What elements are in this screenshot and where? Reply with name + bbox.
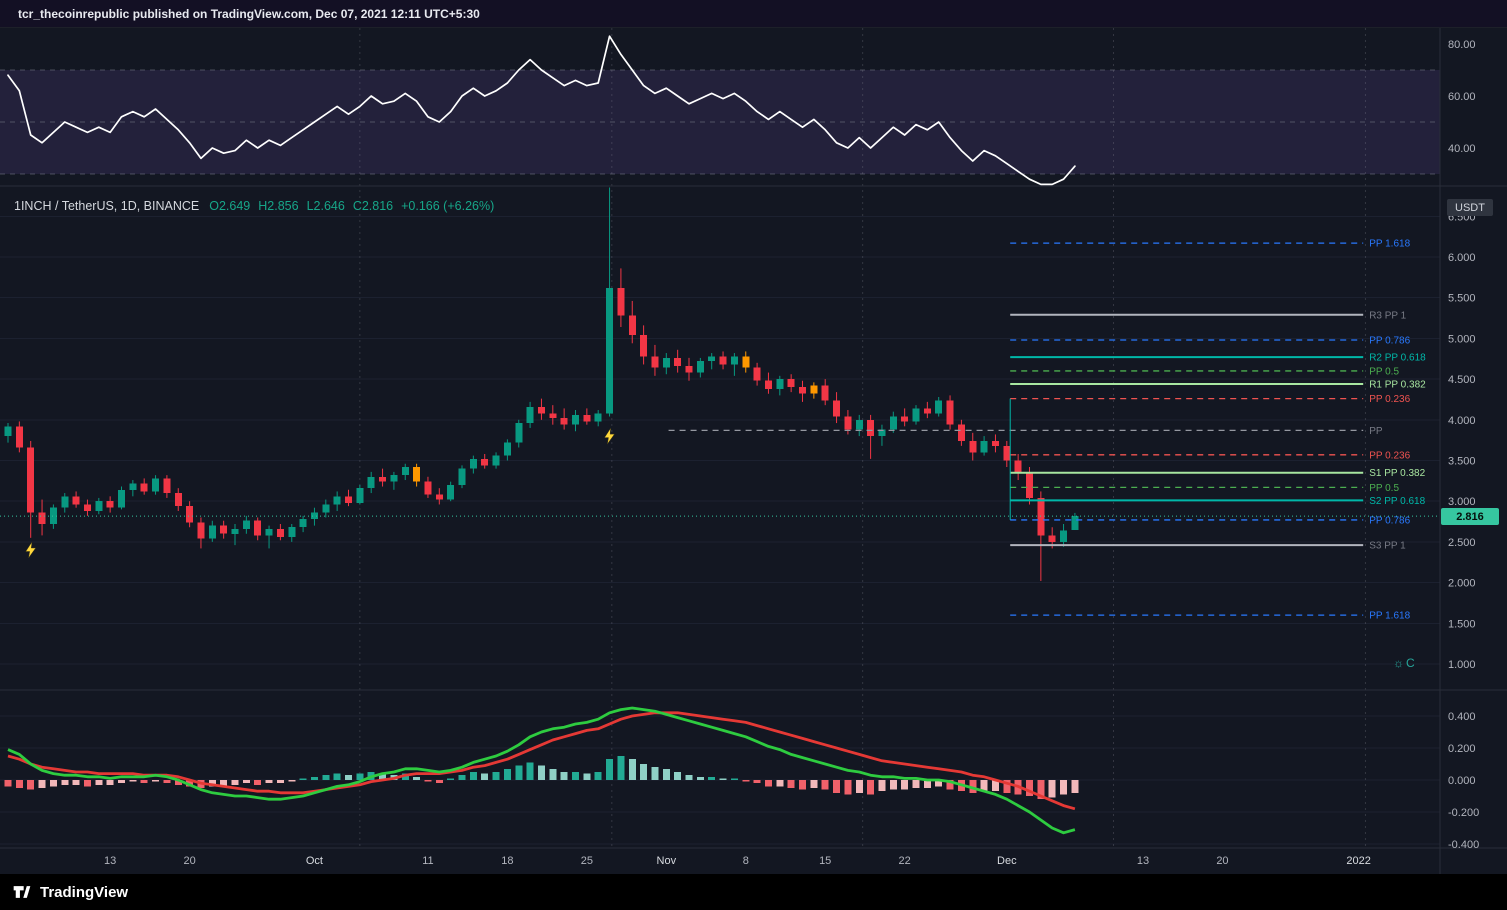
svg-text:25: 25 [581,855,593,867]
footer-bar: TradingView [0,874,1507,910]
open-value: O2.649 [209,199,251,213]
svg-text:11: 11 [422,855,433,867]
tradingview-logo-icon[interactable] [12,882,32,902]
svg-text:3.500: 3.500 [1448,456,1476,468]
svg-text:2.000: 2.000 [1448,578,1476,590]
svg-text:60.00: 60.00 [1448,91,1476,103]
svg-text:-0.400: -0.400 [1448,839,1479,851]
svg-text:Dec: Dec [997,855,1017,867]
svg-text:PP 1.618: PP 1.618 [1369,611,1410,622]
svg-text:Nov: Nov [657,855,677,867]
svg-text:S1 PP 0.382: S1 PP 0.382 [1369,468,1425,479]
svg-text:5.000: 5.000 [1448,333,1476,345]
svg-text:4.000: 4.000 [1448,415,1476,427]
last-price-badge: 2.816 [1441,508,1499,525]
tradingview-logo-text[interactable]: TradingView [40,883,129,901]
svg-text:18: 18 [501,855,513,867]
change-value: +0.166 (+6.26%) [401,199,495,213]
svg-text:13: 13 [104,855,116,867]
svg-text:PP 0.5: PP 0.5 [1369,483,1399,494]
svg-text:20: 20 [1216,855,1228,867]
publish-info: published on TradingView.com, Dec 07, 20… [129,6,480,21]
svg-text:22: 22 [899,855,911,867]
publish-topbar: tcr_thecoinrepublic published on Trading… [0,0,1507,28]
rsi-line [7,35,1076,186]
svg-text:20: 20 [183,855,195,867]
candlestick-series [4,187,1079,581]
svg-text:PP 0.236: PP 0.236 [1369,450,1410,461]
svg-text:1.000: 1.000 [1448,659,1476,671]
svg-text:PP 0.5: PP 0.5 [1369,366,1399,377]
lightning-icon [25,541,37,559]
pivot-levels: PP 1.618 R3 PP 1 PP 0.786 R2 PP 0.618 PP 0.5… [668,239,1426,622]
macd-lines [7,706,1076,835]
pane-separators [0,28,1507,874]
macd-slow-line [7,711,1076,811]
svg-text:Oct: Oct [306,855,323,867]
svg-text:0.000: 0.000 [1448,775,1476,787]
pane-corner-icon[interactable]: ☼C [1393,656,1417,670]
symbol-title: 1INCH / TetherUS, 1D, BINANCE [14,199,200,213]
svg-text:15: 15 [819,855,831,867]
svg-text:1.500: 1.500 [1448,618,1476,630]
svg-text:PP 0.236: PP 0.236 [1369,394,1410,405]
lightning-icon [604,427,615,445]
lightning-markers [25,427,615,559]
svg-text:PP 0.786: PP 0.786 [1369,515,1410,526]
svg-text:3.000: 3.000 [1448,496,1476,508]
currency-badge: USDT [1447,199,1493,216]
macd-fast-line [7,706,1076,835]
svg-text:PP: PP [1369,426,1383,437]
svg-text:2022: 2022 [1346,855,1370,867]
svg-text:R1 PP 0.382: R1 PP 0.382 [1369,379,1426,390]
macd-histogram [4,756,1079,800]
svg-text:5.500: 5.500 [1448,293,1476,305]
svg-text:13: 13 [1137,855,1149,867]
chart-plot[interactable]: PP 1.618 R3 PP 1 PP 0.786 R2 PP 0.618 PP 0.5… [0,0,1507,874]
svg-text:8: 8 [743,855,749,867]
svg-text:40.00: 40.00 [1448,143,1476,155]
author-name: tcr_thecoinrepublic [18,6,130,21]
svg-text:S2 PP 0.618: S2 PP 0.618 [1369,496,1425,507]
svg-text:R2 PP 0.618: R2 PP 0.618 [1369,353,1426,364]
svg-text:6.000: 6.000 [1448,252,1476,264]
svg-text:-0.200: -0.200 [1448,807,1479,819]
svg-text:0.400: 0.400 [1448,711,1476,723]
svg-text:PP 0.786: PP 0.786 [1369,336,1410,347]
svg-text:R3 PP 1: R3 PP 1 [1369,310,1406,321]
high-value: H2.856 [258,199,299,213]
close-value: C2.816 [352,199,394,213]
symbol-legend: 1INCH / TetherUS, 1D, BINANCE O2.649 H2.85… [14,199,502,213]
svg-text:PP 1.618: PP 1.618 [1369,239,1410,250]
svg-text:4.500: 4.500 [1448,374,1476,386]
svg-text:2.500: 2.500 [1448,537,1476,549]
svg-text:80.00: 80.00 [1448,39,1476,51]
low-value: L2.646 [306,199,345,213]
time-axis[interactable]: 13 20 Oct 11 18 25 Nov 8 15 22 Dec 13 20 2022 [104,855,1371,867]
price-axis[interactable]: 6.5006.0005.5005.0004.5004.0003.5003.000… [1448,39,1479,851]
svg-text:0.200: 0.200 [1448,743,1476,755]
svg-text:S3 PP 1: S3 PP 1 [1369,541,1406,552]
